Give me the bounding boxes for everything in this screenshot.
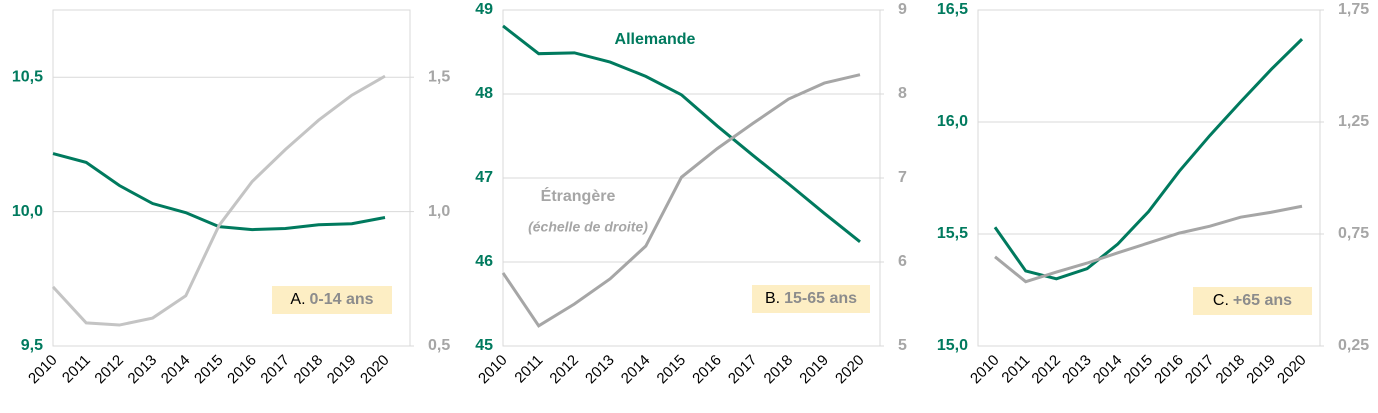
y-tick-label: 15,0 xyxy=(937,337,968,354)
y2-tick-label: 1,5 xyxy=(428,68,450,85)
x-tick-label: 2015 xyxy=(654,352,690,388)
panel: 15,0 15,5 16,0 16,5 0,25 0,75 1,25 1,75 20102011… xyxy=(937,1,1369,387)
x-tick-label: 2010 xyxy=(967,352,1003,388)
y2-tick-label: 1,0 xyxy=(428,203,450,220)
panel-label-box xyxy=(752,285,870,313)
y2-tick-label: 0,25 xyxy=(1338,337,1369,354)
series-line xyxy=(52,152,386,232)
y2-tick-label: 1,25 xyxy=(1338,113,1369,130)
y-tick-label: 45 xyxy=(475,337,493,354)
y2-tick-label: 1,75 xyxy=(1338,1,1369,18)
x-tick-label: 2019 xyxy=(324,352,360,388)
panel-label: C. +65 ans xyxy=(1213,292,1292,309)
x-tick-label: 2020 xyxy=(1274,352,1310,388)
series-line xyxy=(502,24,861,244)
x-tick-label: 2011 xyxy=(511,352,546,387)
x-tick-label: 2017 xyxy=(725,352,761,388)
y-tick-label: 49 xyxy=(475,1,493,18)
series-label: Allemande xyxy=(615,31,696,48)
panel-letter: A. xyxy=(290,291,305,308)
x-tick-label: 2014 xyxy=(1090,352,1126,388)
y2-tick-label: 9 xyxy=(898,1,907,18)
x-tick-label: 2016 xyxy=(689,352,725,388)
x-tick-label: 2014 xyxy=(618,352,654,388)
panel-letter: C. xyxy=(1213,292,1229,309)
x-tick-label: 2012 xyxy=(91,352,127,388)
x-tick-label: 2018 xyxy=(1213,352,1249,388)
x-tick-label: 2020 xyxy=(832,352,868,388)
x-tick-label: 2012 xyxy=(1028,352,1064,388)
y-tick-label: 48 xyxy=(475,85,493,102)
x-tick-label: 2012 xyxy=(546,352,582,388)
panel-letter: B. xyxy=(765,290,780,307)
y2-tick-label: 0,5 xyxy=(428,337,450,354)
x-tick-label: 2010 xyxy=(475,352,511,388)
x-tick-label: 2019 xyxy=(1243,352,1279,388)
y-tick-label: 10,0 xyxy=(12,203,43,220)
x-tick-label: 2016 xyxy=(1151,352,1187,388)
x-tick-label: 2014 xyxy=(158,352,194,388)
y-tick-label: 46 xyxy=(475,253,493,270)
y2-tick-label: 0,75 xyxy=(1338,225,1369,242)
x-tick-label: 2016 xyxy=(224,352,260,388)
x-tick-label: 2015 xyxy=(191,352,227,388)
panel-label: A. 0-14 ans xyxy=(290,291,373,308)
y-tick-label: 10,5 xyxy=(12,68,43,85)
y-tick-label: 16,0 xyxy=(937,113,968,130)
x-tick-label: 2020 xyxy=(357,352,393,388)
y2-tick-label: 8 xyxy=(898,85,907,102)
x-tick-label: 2013 xyxy=(582,352,618,388)
x-tick-label: 2018 xyxy=(291,352,327,388)
panel-label-box xyxy=(1193,287,1312,315)
x-tick-label: 2011 xyxy=(998,352,1033,387)
x-tick-label: 2013 xyxy=(125,352,161,388)
x-tick-label: 2018 xyxy=(761,352,797,388)
x-tick-label: 2011 xyxy=(59,352,94,387)
y-tick-label: 15,5 xyxy=(937,225,968,242)
series-label: Étrangère xyxy=(541,186,616,205)
panel-name: 0-14 ans xyxy=(310,291,374,308)
y2-tick-label: 6 xyxy=(898,253,907,270)
y2-tick-label: 7 xyxy=(898,169,907,186)
note: (échelle de droite) xyxy=(528,219,648,235)
x-tick-label: 2017 xyxy=(257,352,293,388)
series-line xyxy=(994,204,1303,284)
panel-name: +65 ans xyxy=(1233,292,1292,309)
x-tick-label: 2017 xyxy=(1182,352,1218,388)
y-tick-label: 47 xyxy=(475,169,493,186)
series-line xyxy=(51,74,386,327)
panel-name: 15-65 ans xyxy=(784,290,857,307)
panel: 9,5 10,0 10,5 0,5 1,0 1,5 20102011201220132014… xyxy=(12,9,450,388)
y2-tick-label: 5 xyxy=(898,337,907,354)
x-tick-label: 2019 xyxy=(796,352,832,388)
series-line xyxy=(501,73,861,328)
x-tick-label: 2010 xyxy=(25,352,61,388)
y-tick-label: 9,5 xyxy=(21,337,43,354)
panel-label-box xyxy=(272,286,392,314)
y-tick-label: 16,5 xyxy=(937,1,968,18)
panel-label: B. 15-65 ans xyxy=(765,290,857,307)
x-tick-label: 2013 xyxy=(1059,352,1095,388)
x-tick-label: 2015 xyxy=(1121,352,1157,388)
